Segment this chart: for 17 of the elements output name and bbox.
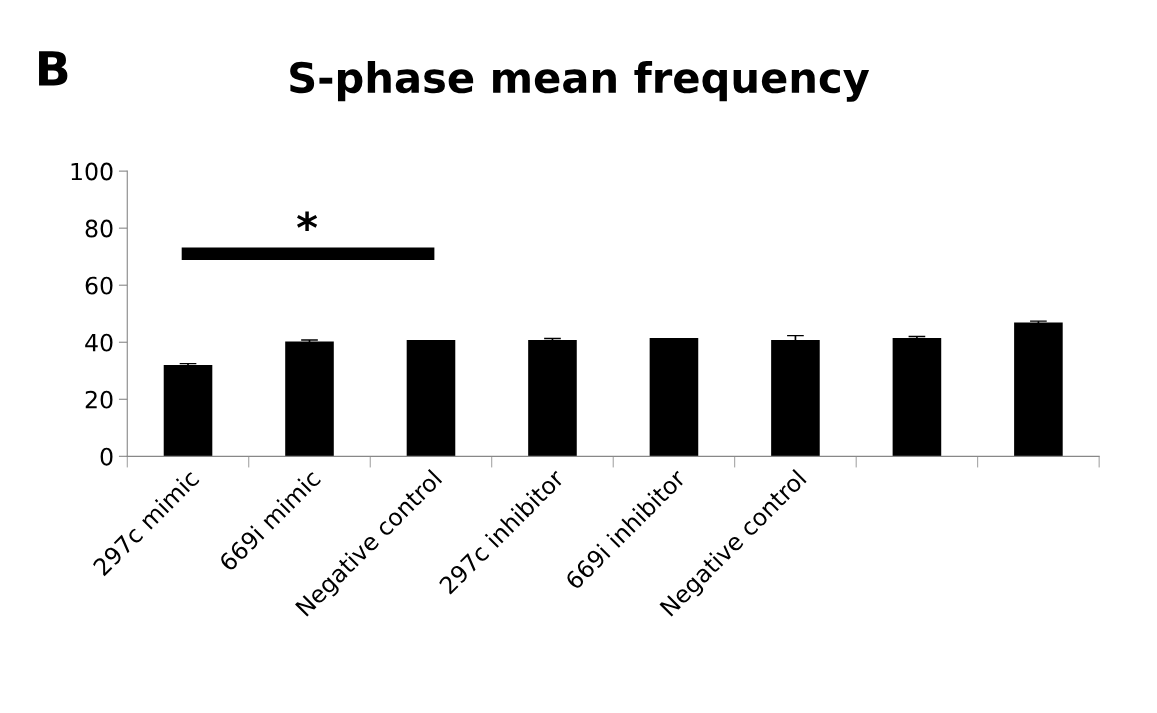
y-tick-label: 20 <box>85 390 113 409</box>
bar <box>892 337 942 457</box>
y-tick-label: 60 <box>85 276 113 295</box>
bar <box>406 339 456 457</box>
y-tick-label: 40 <box>85 333 113 352</box>
text: B <box>39 51 68 86</box>
bar <box>285 341 334 457</box>
y-tick-label: 100 <box>71 162 113 181</box>
y-tick-label: 0 <box>100 447 113 466</box>
bar <box>163 365 213 457</box>
bar <box>1014 322 1063 457</box>
bar <box>528 339 577 457</box>
bar <box>649 337 699 457</box>
y-tick-label: 80 <box>85 219 113 238</box>
annotation: * <box>297 211 318 231</box>
chart-title: S-phase mean frequency <box>290 61 870 102</box>
bar <box>771 339 820 457</box>
